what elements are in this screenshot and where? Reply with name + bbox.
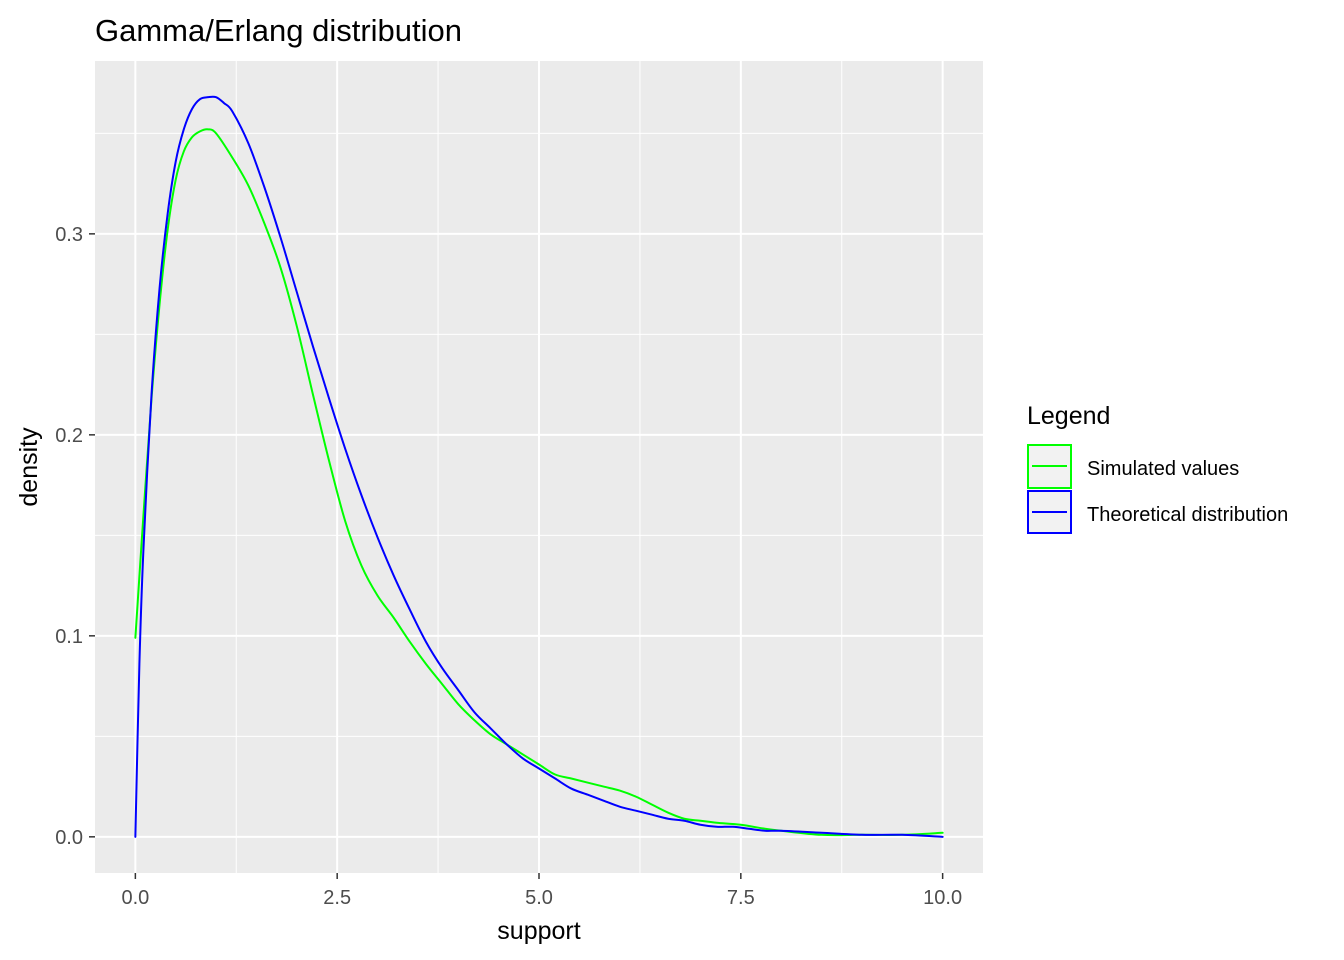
y-tick-label: 0.0 — [55, 827, 83, 849]
series-line-theoretical — [134, 95, 944, 838]
x-tick-label: 2.5 — [323, 887, 351, 909]
x-tick-label: 10.0 — [923, 887, 962, 909]
legend-label-simulated: Simulated values — [1087, 458, 1239, 480]
y-tick-label: 0.3 — [55, 224, 83, 246]
x-tick-label: 5.0 — [525, 887, 553, 909]
chart-title: Gamma/Erlang distribution — [95, 13, 462, 48]
legend-title: Legend — [1027, 402, 1110, 430]
x-axis-title: support — [497, 917, 580, 945]
grid-major — [95, 61, 983, 873]
y-axis-title: density — [15, 427, 43, 507]
plot-panel — [95, 61, 983, 873]
legend-item-theoretical: Theoretical distribution — [1027, 490, 1288, 534]
series-lines — [134, 95, 944, 838]
x-tick-label: 7.5 — [727, 887, 755, 909]
y-axis: 0.0 0.1 0.2 0.3 — [55, 224, 95, 849]
x-tick-label: 0.0 — [121, 887, 149, 909]
y-tick-label: 0.1 — [55, 626, 83, 648]
series-line-simulated — [134, 128, 944, 837]
legend-label-theoretical: Theoretical distribution — [1087, 504, 1288, 526]
y-tick-label: 0.2 — [55, 425, 83, 447]
x-axis: 0.0 2.5 5.0 7.5 10.0 — [121, 873, 962, 909]
legend: Legend Simulated values Theoretical dist… — [1027, 402, 1288, 534]
legend-item-simulated: Simulated values — [1027, 444, 1239, 489]
